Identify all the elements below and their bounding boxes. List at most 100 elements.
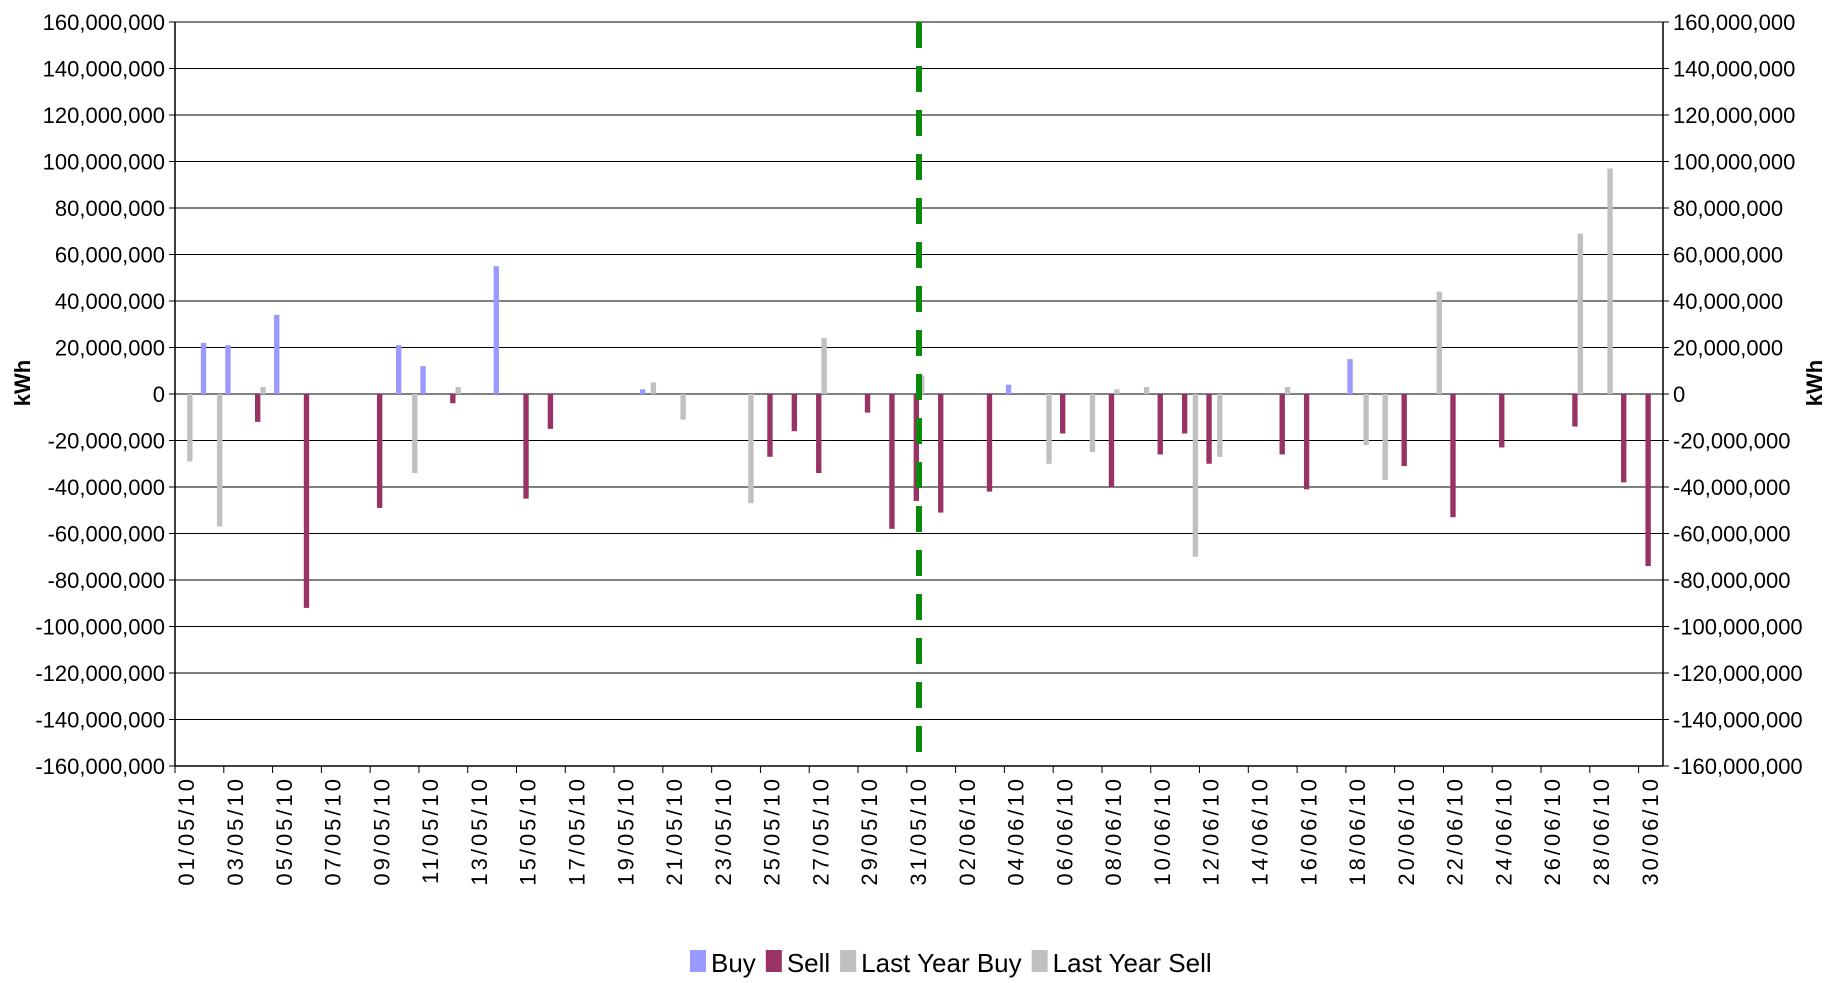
legend: Buy Sell Last Year Buy Last Year Sell [690, 948, 1212, 978]
x-tick-label: 05/05/10 [272, 776, 297, 886]
y-tick-label: 20,000,000 [55, 336, 165, 361]
bar-last-year-buy [821, 338, 827, 394]
bar-last-year-sell [1046, 394, 1052, 464]
y-tick-label: 120,000,000 [43, 103, 165, 128]
bar-sell [450, 394, 456, 404]
y-tick-label: 40,000,000 [1673, 289, 1783, 314]
x-tick-label: 23/05/10 [711, 776, 736, 886]
bar-last-year-sell [412, 394, 418, 474]
y-tick-label: -100,000,000 [1673, 615, 1803, 640]
x-tick-label: 04/06/10 [1004, 776, 1029, 886]
legend-label: Sell [787, 948, 830, 978]
bar-buy [1005, 384, 1012, 394]
bar-sell [255, 394, 261, 422]
y-tick-label: -120,000,000 [35, 661, 165, 686]
bar-sell [1206, 394, 1212, 464]
x-tick-label: 24/06/10 [1491, 776, 1516, 886]
bar-last-year-buy [1114, 389, 1120, 394]
legend-label: Last Year Sell [1053, 948, 1212, 978]
y-tick-label: 0 [153, 382, 165, 407]
x-tick-label: 21/05/10 [662, 776, 687, 886]
y-tick-label: 80,000,000 [1673, 196, 1783, 221]
bar-sell [816, 394, 822, 474]
bar-buy [200, 342, 207, 394]
x-tick-label: 18/06/10 [1345, 776, 1370, 886]
y-tick-labels-left: 160,000,000 140,000,000 120,000,000 100,000… [35, 10, 165, 779]
y-axis-title-right: kWh [1802, 360, 1827, 406]
y-tick-label: 80,000,000 [55, 196, 165, 221]
x-tick-labels: 01/05/10 03/05/10 05/05/10 07/05/10 09/05/10… [174, 776, 1663, 886]
x-tick-label: 30/06/10 [1638, 776, 1663, 886]
y-tick-label: -120,000,000 [1673, 661, 1803, 686]
bar-sell [1645, 394, 1651, 567]
axes [174, 22, 1664, 773]
y-tick-label: 60,000,000 [1673, 243, 1783, 268]
bar-last-year-buy [187, 394, 193, 462]
bar-sell [1621, 394, 1627, 483]
x-tick-label: 10/06/10 [1150, 776, 1175, 886]
x-tick-label: 14/06/10 [1248, 776, 1273, 886]
bar-last-year-sell [1436, 291, 1442, 394]
bar-sell [1108, 394, 1115, 487]
x-tick-label: 12/06/10 [1199, 776, 1224, 886]
y-tick-label: 20,000,000 [1673, 336, 1783, 361]
y-tick-label: -60,000,000 [1673, 522, 1790, 547]
bar-sell [1303, 394, 1310, 490]
bar-sell [938, 394, 944, 513]
y-tick-label: -60,000,000 [48, 522, 165, 547]
x-tick-label: 03/05/10 [223, 776, 248, 886]
x-tick-label: 07/05/10 [321, 776, 346, 886]
y-tick-label: 160,000,000 [43, 10, 165, 35]
legend-label: Last Year Buy [861, 948, 1021, 978]
bar-buy [274, 314, 280, 394]
y-tick-label: -20,000,000 [48, 429, 165, 454]
bar-last-year-buy [748, 394, 754, 504]
bar-sell [1401, 394, 1407, 467]
x-tick-label: 25/05/10 [760, 776, 785, 886]
y-tick-label: 140,000,000 [1673, 57, 1795, 82]
x-tick-label: 26/06/10 [1540, 776, 1565, 886]
bar-last-year-buy [1089, 394, 1096, 453]
bar-sell [303, 394, 310, 608]
bar-buy [1347, 359, 1353, 394]
bar-sell [1157, 394, 1163, 455]
x-tick-label: 22/06/10 [1443, 776, 1468, 886]
x-tick-label: 02/06/10 [955, 776, 980, 886]
bar-buy [225, 345, 231, 394]
bar-buy [420, 366, 426, 394]
bar-last-year-sell [216, 394, 223, 527]
x-tick-label: 11/05/10 [418, 776, 443, 884]
x-tick-label: 29/05/10 [857, 776, 882, 886]
bar-sell [376, 394, 383, 508]
y-tick-label: -40,000,000 [48, 475, 165, 500]
bar-last-year-sell [1607, 168, 1613, 394]
bar-last-year-buy [650, 382, 657, 394]
y-tick-label: -140,000,000 [1673, 708, 1803, 733]
x-tick-label: 17/05/10 [564, 776, 589, 886]
bars [187, 168, 1651, 608]
bar-sell [1572, 394, 1578, 427]
bar-buy [639, 389, 646, 394]
bar-sell [523, 394, 529, 499]
bar-sell [889, 394, 895, 529]
x-tick-label: 20/06/10 [1394, 776, 1419, 886]
y-axis-title-left: kWh [10, 360, 35, 406]
bar-sell [767, 394, 773, 457]
bar-sell [1279, 394, 1285, 455]
y-tick-label: -80,000,000 [1673, 568, 1790, 593]
y-tick-label: -100,000,000 [35, 615, 165, 640]
legend-swatch [765, 950, 782, 972]
bar-last-year-sell [1363, 394, 1369, 446]
bar-sell [791, 394, 798, 432]
bar-sell [1499, 394, 1505, 448]
bar-sell [864, 394, 871, 413]
x-tick-label: 09/05/10 [369, 776, 394, 886]
x-tick-label: 19/05/10 [613, 776, 638, 886]
x-tick-label: 13/05/10 [467, 776, 492, 886]
bar-sell [986, 394, 993, 492]
y-tick-label: 60,000,000 [55, 243, 165, 268]
bar-sell [1181, 394, 1188, 434]
legend-swatch [1031, 950, 1048, 972]
y-tick-label: -140,000,000 [35, 708, 165, 733]
